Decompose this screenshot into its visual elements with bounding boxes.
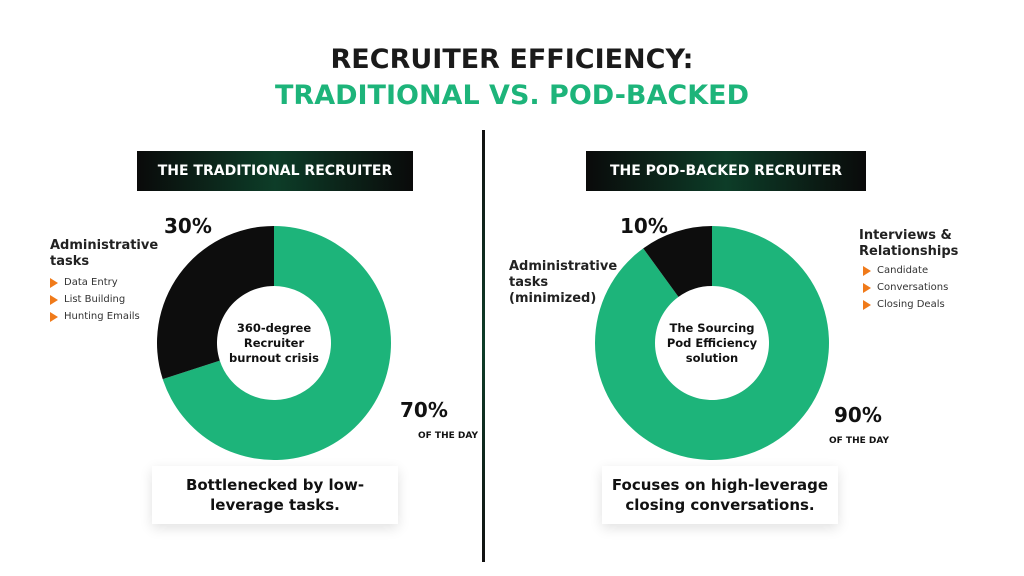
bullet-item: Candidate bbox=[863, 265, 928, 276]
value-label: 90% bbox=[834, 403, 882, 427]
pie-slice bbox=[643, 226, 712, 297]
value-note: OF THE DAY bbox=[829, 436, 889, 446]
value-label: 30% bbox=[164, 214, 212, 238]
subtitle: TRADITIONAL VS. POD-BACKED bbox=[274, 80, 749, 111]
center-label: The Sourcing Pod Efficiency solution bbox=[666, 320, 758, 365]
pie-slice bbox=[594, 226, 829, 461]
category-label: Interviews & Relationships bbox=[859, 228, 959, 259]
pie-slice bbox=[157, 226, 274, 380]
center-label: 360-degree Recruiter burnout crisis bbox=[229, 320, 319, 365]
title: RECRUITER EFFICIENCY: bbox=[330, 44, 694, 75]
panel-title: THE POD-BACKED RECRUITER bbox=[586, 151, 866, 191]
caption: Focuses on high-leverage closing convers… bbox=[602, 466, 838, 524]
bullet-item: Hunting Emails bbox=[50, 311, 140, 322]
panel-title: THE TRADITIONAL RECRUITER bbox=[137, 151, 413, 191]
value-note: OF THE DAY bbox=[418, 431, 478, 441]
value-label: 10% bbox=[620, 214, 668, 238]
category-label: Administrative tasks (minimized) bbox=[509, 259, 618, 306]
divider bbox=[482, 130, 485, 562]
caption: Bottlenecked by low-leverage tasks. bbox=[152, 466, 398, 524]
bullet-item: Data Entry bbox=[50, 277, 118, 288]
category-label: Administrative tasks bbox=[50, 238, 159, 269]
value-label: 70% bbox=[400, 398, 448, 422]
pie-slice bbox=[162, 226, 392, 461]
bullet-item: List Building bbox=[50, 294, 125, 305]
bullet-item: Closing Deals bbox=[863, 299, 945, 310]
bullet-item: Conversations bbox=[863, 282, 948, 293]
